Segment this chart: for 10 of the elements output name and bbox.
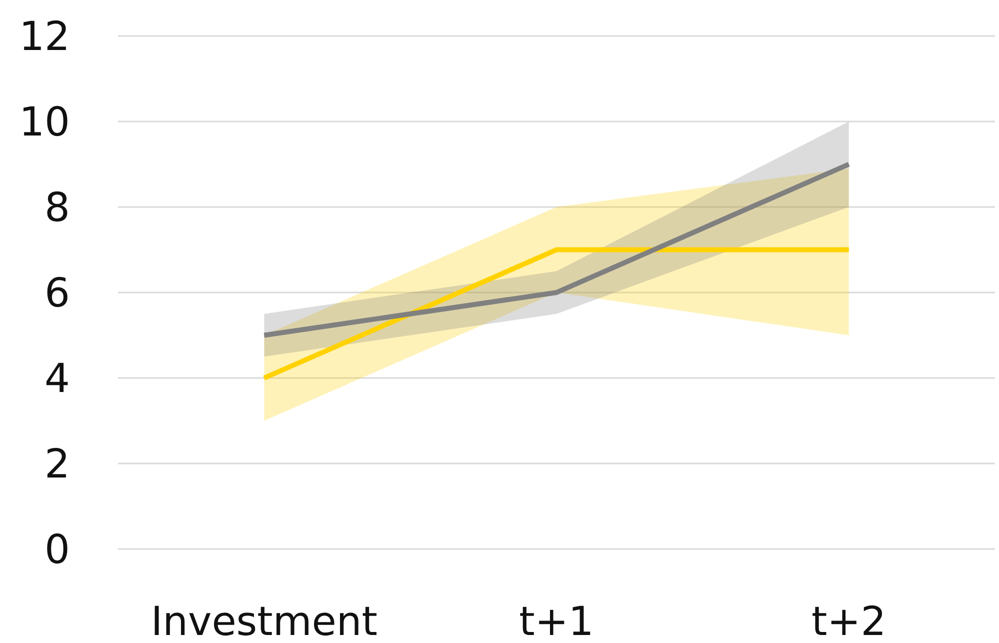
y-tick-label: 0	[44, 527, 70, 573]
x-tick-label: t+2	[812, 599, 886, 643]
y-tick-label: 4	[44, 356, 70, 402]
x-tick-label: Investment	[150, 599, 378, 643]
x-tick-label: t+1	[519, 599, 594, 643]
y-tick-label: 10	[19, 100, 70, 146]
y-tick-label: 6	[44, 270, 70, 316]
y-tick-label: 8	[44, 185, 70, 231]
y-tick-label: 2	[44, 442, 70, 488]
y-tick-label: 12	[19, 14, 70, 60]
